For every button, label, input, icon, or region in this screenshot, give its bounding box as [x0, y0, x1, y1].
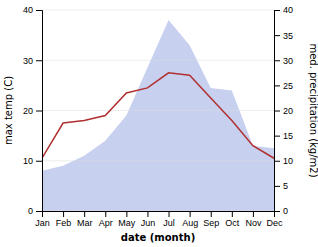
tick-mark [36, 60, 42, 61]
tick: 0 [28, 206, 42, 216]
tick-mark [274, 211, 280, 212]
tick-mark [190, 211, 191, 217]
tick-label: 40 [23, 5, 33, 15]
tick-label: Jul [163, 218, 175, 228]
temperature-line [42, 73, 274, 158]
tick: 25 [274, 81, 293, 91]
grid-line [42, 10, 274, 11]
tick: 10 [274, 156, 293, 166]
tick-mark [36, 211, 42, 212]
tick: 0 [274, 206, 288, 216]
tick: Jun [141, 211, 156, 228]
tick-mark [232, 211, 233, 217]
tick: Aug [182, 211, 198, 228]
tick-label: Feb [56, 218, 72, 228]
tick-label: 10 [23, 156, 33, 166]
tick: 40 [274, 5, 293, 15]
x-axis-title: date (month) [121, 232, 195, 243]
y2-axis-title: med. precipitation (kg/m2) [308, 43, 318, 177]
tick: 20 [23, 106, 42, 116]
tick: Mar [77, 211, 93, 228]
tick-label: Apr [99, 218, 113, 228]
tick-mark [211, 211, 212, 217]
tick: May [118, 211, 136, 228]
precipitation-area [42, 20, 274, 211]
tick-label: 0 [283, 206, 288, 216]
marks [42, 20, 274, 211]
axis-line [36, 11, 43, 212]
tick: Sep [203, 211, 219, 228]
tick-label: Jan [35, 218, 50, 228]
tick: Jan [35, 211, 50, 228]
tick: Apr [99, 211, 113, 228]
tick-label: 40 [283, 5, 293, 15]
tick-label: 0 [28, 206, 33, 216]
grid-line [42, 60, 274, 61]
tick-label: 25 [283, 81, 293, 91]
tick-label: Oct [225, 218, 240, 228]
tick: 30 [274, 56, 293, 66]
tick-label: Aug [182, 218, 198, 228]
tick-mark [274, 186, 280, 187]
tick-label: 15 [283, 131, 293, 141]
tick-label: Dec [266, 218, 283, 228]
tick: 40 [23, 5, 42, 15]
tick-mark [274, 10, 280, 11]
tick: Feb [56, 211, 72, 228]
tick: 30 [23, 56, 42, 66]
tick-label: Mar [77, 218, 93, 228]
tick: Oct [225, 211, 240, 228]
axis: 0 5 10 15 20 25 30 35 40 [274, 5, 293, 216]
tick-mark [274, 136, 280, 137]
tick-mark [274, 85, 280, 86]
tick: 35 [274, 31, 293, 41]
tick-label: 30 [283, 56, 293, 66]
tick-mark [84, 211, 85, 217]
tick-label: May [118, 218, 136, 228]
tick-label: 5 [283, 181, 288, 191]
x-axis: Jan Feb Mar Apr May Jun Jul Aug Sep Oct Nov Dec [35, 211, 283, 228]
axis: 0 10 20 30 40 [23, 5, 43, 216]
tick-mark [36, 111, 42, 112]
tick-mark [274, 60, 280, 61]
tick-mark [36, 161, 42, 162]
axis-line [275, 11, 281, 212]
tick-mark [253, 211, 254, 217]
y-axis-title: max temp (C) [3, 76, 14, 145]
tick: 15 [274, 131, 293, 141]
tick-label: Jun [141, 218, 156, 228]
grid [42, 10, 274, 211]
tick-label: 20 [23, 106, 33, 116]
tick: Nov [245, 211, 262, 228]
tick-mark [274, 111, 280, 112]
tick-mark [274, 161, 280, 162]
tick-mark [147, 211, 148, 217]
tick-mark [105, 211, 106, 217]
tick-mark [63, 211, 64, 217]
tick-label: 20 [283, 106, 293, 116]
tick-label: 35 [283, 31, 293, 41]
tick-mark [274, 35, 280, 36]
tick-label: 30 [23, 56, 33, 66]
grid-line [42, 110, 274, 111]
plot: JanFebMarAprMayJunJulAugSepOctNovDec0102… [23, 5, 293, 228]
tick-label: Sep [203, 218, 219, 228]
tick: Dec [266, 211, 283, 228]
tick: Jul [163, 211, 175, 228]
tick: 20 [274, 106, 293, 116]
tick-label: 10 [283, 156, 293, 166]
tick: 10 [23, 156, 42, 166]
tick-mark [36, 10, 42, 11]
chart: JanFebMarAprMayJunJulAugSepOctNovDec0102… [0, 0, 318, 247]
tick: 5 [274, 181, 288, 191]
tick-mark [126, 211, 127, 217]
lines [42, 73, 274, 158]
tick-label: Nov [245, 218, 262, 228]
axis-line [43, 212, 275, 218]
tick-mark [169, 211, 170, 217]
grid-line [42, 160, 274, 161]
